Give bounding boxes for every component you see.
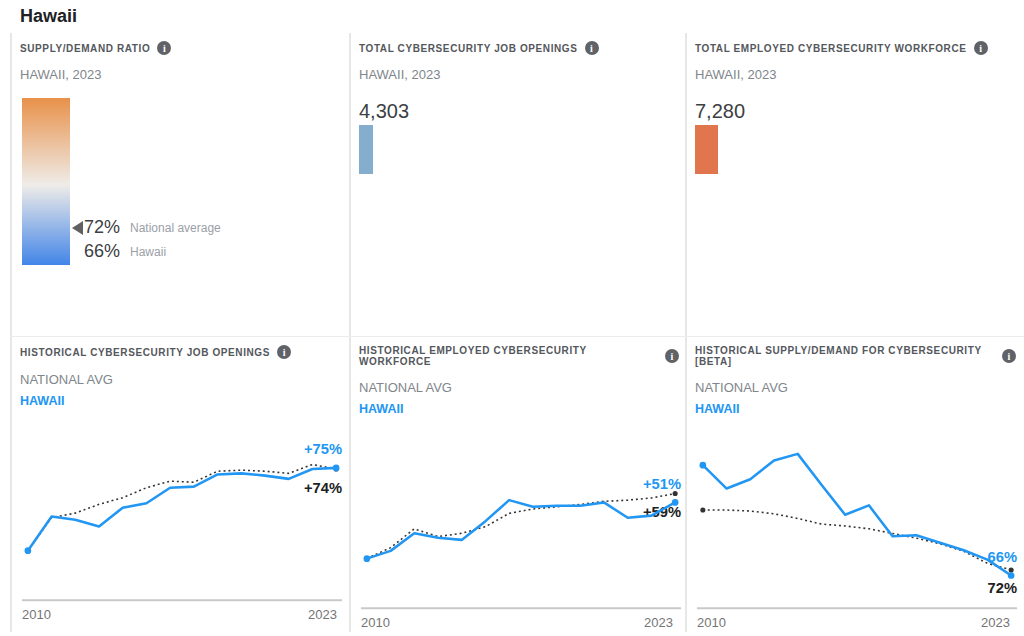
supply-demand-ratio-panel: SUPPLY/DEMAND RATIO i HAWAII, 2023 72% N… <box>10 33 349 336</box>
panel-subtitle: HAWAII, 2023 <box>695 67 1016 82</box>
job-openings-value: 4,303 <box>359 100 679 122</box>
ratio-marker-block: 72% National average 66% Hawaii <box>72 217 221 262</box>
legend-national-avg[interactable]: NATIONAL AVG <box>20 372 343 387</box>
info-icon[interactable]: i <box>277 345 291 359</box>
job-openings-bar <box>359 125 373 174</box>
marker-triangle-icon <box>72 221 83 235</box>
supply-demand-gradient-bar <box>22 98 70 265</box>
legend-national-avg[interactable]: NATIONAL AVG <box>359 380 679 395</box>
x-axis-tick-end: 2023 <box>308 607 337 622</box>
legend-hawaii[interactable]: HAWAII <box>695 402 1016 416</box>
panel-header: SUPPLY/DEMAND RATIO <box>20 43 150 54</box>
legend-hawaii[interactable]: HAWAII <box>359 402 679 416</box>
svg-text:+74%: +74% <box>304 480 342 496</box>
panel-header: HISTORICAL EMPLOYED CYBERSECURITY WORKFO… <box>359 345 658 367</box>
panel-header: HISTORICAL SUPPLY/DEMAND FOR CYBERSECURI… <box>695 345 995 367</box>
employed-workforce-panel: TOTAL EMPLOYED CYBERSECURITY WORKFORCE i… <box>685 33 1022 336</box>
state-ratio-value: 66% <box>84 241 120 262</box>
state-ratio-label: Hawaii <box>130 245 166 259</box>
info-icon[interactable]: i <box>974 41 988 55</box>
historical-workforce-panel: HISTORICAL EMPLOYED CYBERSECURITY WORKFO… <box>349 337 685 632</box>
legend-hawaii[interactable]: HAWAII <box>20 394 343 408</box>
job-openings-panel: TOTAL CYBERSECURITY JOB OPENINGS i HAWAI… <box>349 33 685 336</box>
panel-subtitle: HAWAII, 2023 <box>20 67 343 82</box>
national-average-label: National average <box>130 221 221 235</box>
employed-workforce-bar <box>695 125 718 174</box>
svg-text:72%: 72% <box>988 581 1017 597</box>
panel-header: TOTAL EMPLOYED CYBERSECURITY WORKFORCE <box>695 43 967 54</box>
legend-national-avg[interactable]: NATIONAL AVG <box>695 380 1016 395</box>
x-axis-tick-start: 2010 <box>22 607 51 622</box>
x-axis-tick-start: 2010 <box>361 615 390 630</box>
x-axis-tick-start: 2010 <box>697 615 726 630</box>
panel-header: HISTORICAL CYBERSECURITY JOB OPENINGS <box>20 347 270 358</box>
panel-subtitle: HAWAII, 2023 <box>359 67 679 82</box>
national-average-value: 72% <box>84 217 120 238</box>
historical-supply-demand-panel: HISTORICAL SUPPLY/DEMAND FOR CYBERSECURI… <box>685 337 1022 632</box>
info-icon[interactable]: i <box>157 41 171 55</box>
info-icon[interactable]: i <box>585 41 599 55</box>
svg-text:+59%: +59% <box>643 504 681 520</box>
page-title: Hawaii <box>0 0 1024 33</box>
top-row: SUPPLY/DEMAND RATIO i HAWAII, 2023 72% N… <box>10 33 1024 336</box>
bottom-row: HISTORICAL CYBERSECURITY JOB OPENINGS i … <box>10 336 1024 632</box>
svg-text:+51%: +51% <box>643 476 681 492</box>
historical-workforce-chart[interactable]: +59% +51% <box>359 422 683 614</box>
x-axis-tick-end: 2023 <box>644 615 673 630</box>
info-icon[interactable]: i <box>665 349 679 363</box>
info-icon[interactable]: i <box>1002 349 1016 363</box>
x-axis-tick-end: 2023 <box>981 615 1010 630</box>
panel-header: TOTAL CYBERSECURITY JOB OPENINGS <box>359 43 578 54</box>
historical-job-openings-chart[interactable]: +74% +75% <box>20 414 344 606</box>
historical-job-openings-panel: HISTORICAL CYBERSECURITY JOB OPENINGS i … <box>10 337 349 632</box>
svg-text:+75%: +75% <box>304 441 342 457</box>
historical-supply-demand-chart[interactable]: 72% 66% <box>695 422 1019 614</box>
employed-workforce-value: 7,280 <box>695 100 1016 122</box>
svg-text:66%: 66% <box>988 549 1017 565</box>
